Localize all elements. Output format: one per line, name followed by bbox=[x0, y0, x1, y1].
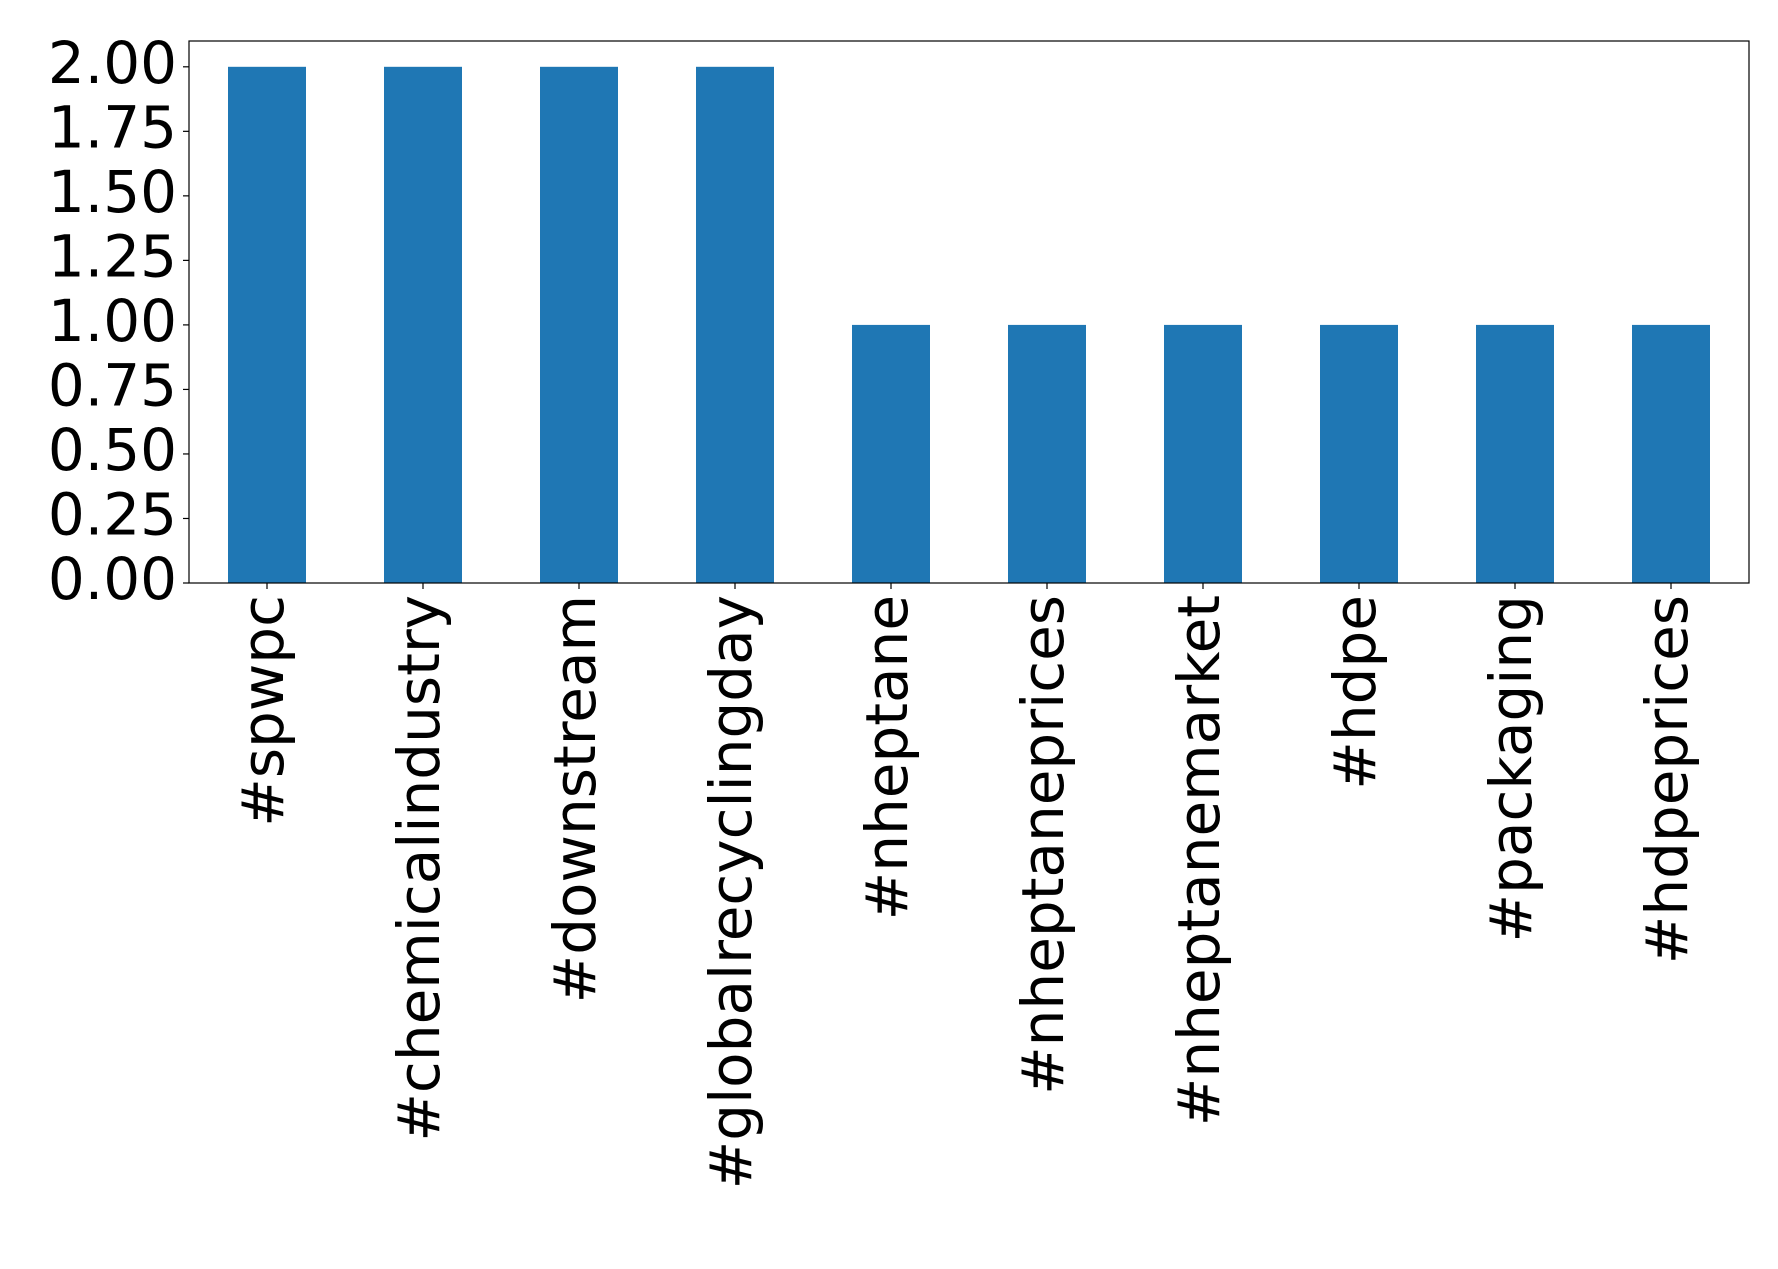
x-tick-label: #globalrecyclingday bbox=[697, 595, 765, 1189]
x-tick-label: #hdpe bbox=[1321, 595, 1389, 790]
y-tick-label: 0.00 bbox=[48, 545, 177, 613]
bar bbox=[1320, 324, 1398, 583]
x-tick-label: #nheptaneprices bbox=[1009, 595, 1077, 1095]
bar bbox=[1008, 324, 1086, 583]
y-tick-label: 0.75 bbox=[48, 352, 177, 420]
x-tick-label: #chemicalindustry bbox=[385, 595, 453, 1142]
x-tick-label: #packaging bbox=[1477, 595, 1545, 942]
bar bbox=[696, 66, 774, 584]
plot-frame bbox=[188, 40, 1750, 584]
x-tick-label: #nheptane bbox=[853, 595, 921, 920]
y-tick-label: 1.50 bbox=[48, 158, 177, 226]
bar bbox=[228, 66, 306, 584]
x-tick-label: #hdpeprices bbox=[1633, 595, 1701, 964]
bar bbox=[540, 66, 618, 584]
bar bbox=[384, 66, 462, 584]
bar bbox=[1164, 324, 1242, 583]
bar bbox=[852, 324, 930, 583]
x-tick-label: #downstream bbox=[541, 595, 609, 1003]
y-tick-label: 1.75 bbox=[48, 93, 177, 161]
bar bbox=[1632, 324, 1710, 583]
y-tick-label: 0.50 bbox=[48, 416, 177, 484]
y-tick-label: 0.25 bbox=[48, 481, 177, 549]
x-tick-label: #spwpc bbox=[229, 595, 297, 827]
y-tick-label: 1.25 bbox=[48, 222, 177, 290]
bar bbox=[1476, 324, 1554, 583]
x-tick-label: #nheptanemarket bbox=[1165, 595, 1233, 1126]
y-tick-label: 2.00 bbox=[48, 29, 177, 97]
y-tick-label: 1.00 bbox=[48, 287, 177, 355]
